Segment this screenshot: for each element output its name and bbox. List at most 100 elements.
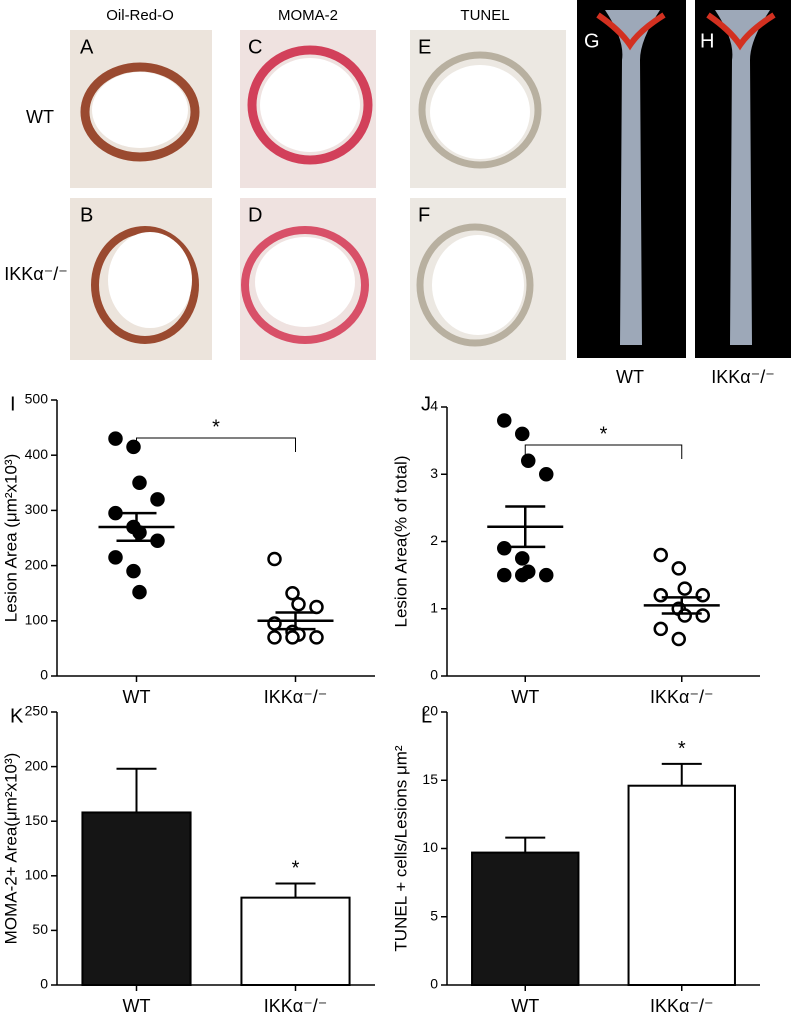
error-bar <box>505 505 546 549</box>
significance-bracket <box>136 437 296 452</box>
y-axis-label: TUNEL + cells/Lesions μm² <box>391 745 410 951</box>
aorta <box>715 10 770 345</box>
panel-label: L <box>421 705 432 727</box>
panel-label: G <box>584 30 600 52</box>
y-tick-label: 300 <box>25 501 49 517</box>
y-axis-label: MOMA-2+ Area(μm²x10³) <box>1 753 20 945</box>
data-point <box>309 630 324 645</box>
y-tick-label: 400 <box>25 446 49 462</box>
data-point <box>515 567 530 583</box>
y-tick-label: 10 <box>422 839 438 855</box>
panel-label: B <box>80 204 93 226</box>
y-tick-label: 2 <box>430 532 438 548</box>
data-point <box>671 561 686 576</box>
vessel <box>247 45 373 165</box>
data-point <box>108 431 123 446</box>
y-tick-label: 100 <box>25 612 49 628</box>
lumen <box>255 237 355 327</box>
error-bar <box>275 611 316 631</box>
bar <box>81 811 192 986</box>
data-point <box>515 426 530 442</box>
x-tick-label: IKKα⁻/⁻ <box>650 996 713 1016</box>
y-tick-label: 3 <box>430 465 438 481</box>
error-bar <box>116 511 157 543</box>
data-point <box>267 551 282 567</box>
data-point <box>539 567 554 583</box>
data-point <box>126 439 141 455</box>
significance-marker: * <box>678 738 686 760</box>
row-label: WT <box>26 107 54 127</box>
y-tick-label: 200 <box>25 757 49 773</box>
data-point <box>132 475 147 491</box>
column-header: TUNEL <box>460 7 509 24</box>
data-point <box>515 551 530 566</box>
y-tick-label: 0 <box>40 976 48 992</box>
error-bar <box>116 767 157 813</box>
vessel <box>91 226 199 344</box>
y-tick-label: 1 <box>430 599 438 615</box>
significance-marker: * <box>212 416 220 438</box>
data-point <box>285 630 300 645</box>
panel-label: F <box>418 204 430 226</box>
y-tick-label: 15 <box>422 771 438 787</box>
vessel <box>418 51 542 169</box>
data-point <box>677 581 692 596</box>
y-tick-label: 4 <box>430 398 438 414</box>
data-point <box>497 567 512 583</box>
data-point <box>291 596 306 612</box>
significance-marker: * <box>292 858 300 880</box>
x-tick-label: WT <box>511 687 539 707</box>
data-point <box>653 588 668 603</box>
x-tick-label: IKKα⁻/⁻ <box>264 687 327 707</box>
bar <box>471 851 580 986</box>
y-tick-label: 50 <box>32 921 48 937</box>
data-point <box>653 547 668 563</box>
y-axis-label: Lesion Area (μm²x10³) <box>1 454 20 623</box>
data-point <box>695 608 710 623</box>
lumen <box>430 65 530 159</box>
micrographs <box>70 0 791 360</box>
vessel <box>416 223 534 347</box>
data-point <box>653 621 668 637</box>
panel-label: I <box>10 393 16 415</box>
significance-marker: * <box>600 423 608 445</box>
data-point <box>671 631 686 647</box>
aorta-label: WT <box>616 367 644 387</box>
data-point <box>267 630 282 645</box>
lumen <box>108 232 192 328</box>
aorta <box>605 10 660 345</box>
panel-label: C <box>248 36 262 58</box>
data-point <box>521 453 536 469</box>
vessel <box>241 226 369 344</box>
data-point <box>309 599 324 615</box>
x-tick-label: IKKα⁻/⁻ <box>264 996 327 1016</box>
data-point <box>150 492 165 507</box>
arch <box>706 12 776 51</box>
x-tick-label: WT <box>123 687 151 707</box>
column-header: MOMA-2 <box>278 7 338 24</box>
column-header: Oil-Red-O <box>106 7 174 24</box>
data-point <box>267 616 282 631</box>
y-tick-label: 250 <box>25 703 49 719</box>
bar <box>240 896 351 987</box>
data-point <box>497 413 512 428</box>
y-tick-label: 20 <box>422 703 438 719</box>
x-tick-label: WT <box>123 996 151 1016</box>
y-tick-label: 0 <box>430 976 438 992</box>
x-tick-label: WT <box>511 996 539 1016</box>
row-label: IKKα⁻/⁻ <box>4 264 67 284</box>
data-point <box>539 467 554 482</box>
panel-label: J <box>421 393 431 415</box>
vessel <box>80 62 200 162</box>
data-point <box>126 563 141 579</box>
y-tick-label: 200 <box>25 556 49 572</box>
panel-label: H <box>700 30 714 52</box>
bar <box>627 784 736 987</box>
lumen <box>260 58 360 152</box>
data-point <box>695 588 710 603</box>
y-tick-label: 0 <box>40 667 48 683</box>
error-bar <box>505 836 546 853</box>
panel-label: D <box>248 204 262 226</box>
panel-label: E <box>418 36 431 58</box>
